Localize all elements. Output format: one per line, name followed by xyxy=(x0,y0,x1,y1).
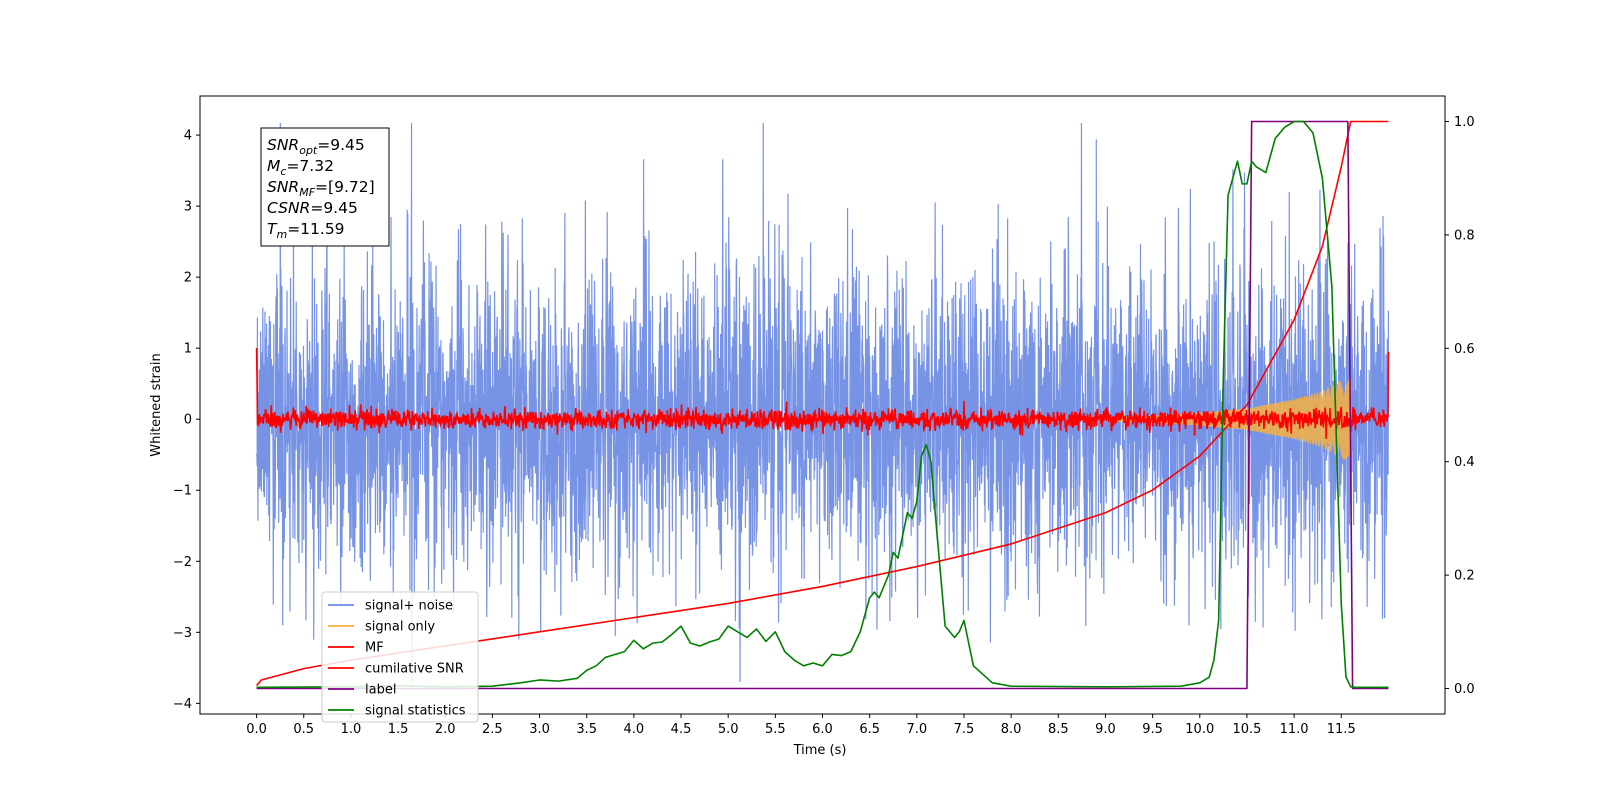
y-tick-label-right: 0.4 xyxy=(1454,455,1475,470)
x-tick-label: 0.0 xyxy=(246,722,267,737)
y-tick-label-left: 2 xyxy=(184,271,192,286)
annotation-line: CSNR=9.45 xyxy=(267,199,358,217)
legend-item-label: signal statistics xyxy=(365,704,466,719)
x-tick-label: 2.0 xyxy=(435,722,456,737)
annotation-value: =11.59 xyxy=(287,220,344,238)
annotation-value: =7.32 xyxy=(286,157,334,175)
annotation-line: SNRopt=9.45 xyxy=(267,136,365,157)
x-tick-label: 5.5 xyxy=(765,722,786,737)
y-axis-label-left: Whitened strain xyxy=(149,353,164,456)
y-tick-label-right: 0.8 xyxy=(1454,228,1475,243)
legend-item-label: signal only xyxy=(365,620,435,635)
x-tick-label: 8.5 xyxy=(1048,722,1069,737)
annotation-value: =9.45 xyxy=(317,136,365,154)
series-signal-statistics xyxy=(256,120,1389,689)
x-tick-label: 10.5 xyxy=(1232,722,1261,737)
legend-item-label: label xyxy=(365,683,396,698)
x-tick-label: 11.0 xyxy=(1280,722,1309,737)
series-mf xyxy=(255,348,1390,439)
annotation-line: Tm=11.59 xyxy=(267,220,345,241)
y-tick-label-right: 0.6 xyxy=(1454,342,1475,357)
x-tick-label: 0.5 xyxy=(293,722,314,737)
x-tick-label: 7.5 xyxy=(954,722,975,737)
y-tick-label-left: 4 xyxy=(184,129,192,144)
series-signal-plus-noise xyxy=(255,122,1390,683)
x-tick-label: 9.0 xyxy=(1095,722,1116,737)
annotation-symbol: T xyxy=(267,220,278,238)
x-tick-label: 7.0 xyxy=(906,722,927,737)
annotation-lines: SNRopt=9.45Mc=7.32SNRMF=[9.72]CSNR=9.45T… xyxy=(267,136,375,241)
annotation-subscript: MF xyxy=(299,186,315,199)
legend-frame xyxy=(321,591,479,723)
annotation-value: =[9.72] xyxy=(315,178,375,196)
annotation-symbol: SNR xyxy=(267,136,299,154)
y-tick-label-left: −3 xyxy=(173,626,192,641)
annotation-subscript: c xyxy=(280,165,286,178)
legend: signal+ noise signal only MF cumilative SNR… xyxy=(321,591,479,723)
axes: 0.0 0.5 1.0 1.5 2.0 2.5 3.0 3.5 4.0 4.5 5.0 5.5 6.0 6… xyxy=(173,115,1475,737)
y-tick-label-left: −1 xyxy=(173,484,192,499)
annotation-line: SNRMF=[9.72] xyxy=(267,178,375,199)
legend-item-label: signal+ noise xyxy=(365,599,453,614)
x-tick-label: 8.0 xyxy=(1001,722,1022,737)
annotation-symbol: SNR xyxy=(267,178,299,196)
x-tick-label: 6.0 xyxy=(812,722,833,737)
legend-item-label: MF xyxy=(365,641,384,656)
y-tick-label-left: −4 xyxy=(173,697,192,712)
x-tick-label: 2.5 xyxy=(482,722,503,737)
y-tick-label-right: 1.0 xyxy=(1454,115,1475,130)
x-tick-label: 4.5 xyxy=(671,722,692,737)
x-tick-label: 11.5 xyxy=(1327,722,1356,737)
x-tick-label: 1.0 xyxy=(341,722,362,737)
x-tick-label: 6.5 xyxy=(859,722,880,737)
annotation-subscript: opt xyxy=(299,144,318,157)
annotation-symbol: M xyxy=(267,157,280,175)
x-axis-label: Time (s) xyxy=(793,743,847,758)
annotation-frame xyxy=(260,127,390,247)
y-tick-label-left: 1 xyxy=(184,342,192,357)
annotation-line: Mc=7.32 xyxy=(267,157,334,178)
x-tick-label: 10.0 xyxy=(1185,722,1214,737)
y-tick-label-left: −2 xyxy=(173,555,192,570)
y-tick-label-left: 0 xyxy=(184,413,192,428)
annotation-box: SNRopt=9.45Mc=7.32SNRMF=[9.72]CSNR=9.45T… xyxy=(260,127,390,247)
x-tick-label: 9.5 xyxy=(1142,722,1163,737)
y-tick-label-right: 0.0 xyxy=(1454,682,1475,697)
x-tick-label: 4.0 xyxy=(624,722,645,737)
x-tick-label: 3.5 xyxy=(576,722,597,737)
annotation-subscript: m xyxy=(276,228,287,241)
x-tick-label: 3.0 xyxy=(529,722,550,737)
y-tick-label-left: 3 xyxy=(184,200,192,215)
x-tick-label: 5.0 xyxy=(718,722,739,737)
y-tick-label-right: 0.2 xyxy=(1454,569,1475,584)
legend-item-label: cumilative SNR xyxy=(365,662,464,677)
x-tick-label: 1.5 xyxy=(388,722,409,737)
annotation-symbol: CSNR xyxy=(267,199,310,217)
annotation-value: =9.45 xyxy=(310,199,358,217)
